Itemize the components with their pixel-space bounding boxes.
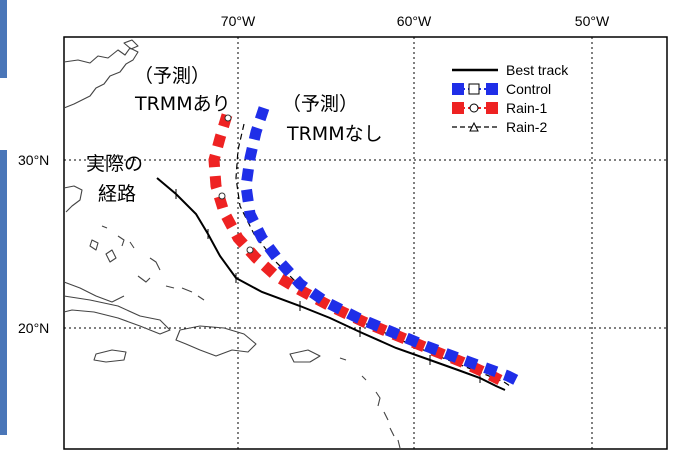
annotation-forecast-with-trmm-line2: TRMMあり xyxy=(134,93,231,115)
annotation-forecast-with-trmm-line1: （予測） xyxy=(134,65,210,87)
legend-label-control: Control xyxy=(506,81,551,97)
legend-label-rain1: Rain-1 xyxy=(506,100,547,116)
annotation-actual-path-line1: 実際の xyxy=(86,153,143,175)
lat-tick-20n: 20°N xyxy=(18,320,49,336)
legend-label-rain2: Rain-2 xyxy=(506,119,547,135)
lon-tick-70w: 70°W xyxy=(221,13,256,29)
legend-label-best-track: Best track xyxy=(506,62,569,78)
lon-tick-50w: 50°W xyxy=(575,13,610,29)
annotation-forecast-without-trmm-line2: TRMMなし xyxy=(286,123,383,145)
annotation-actual-path-line2: 経路 xyxy=(98,183,136,205)
lat-tick-30n: 30°N xyxy=(18,152,49,168)
lon-tick-60w: 60°W xyxy=(397,13,432,29)
annotation-forecast-without-trmm-line1: （予測） xyxy=(282,93,358,115)
